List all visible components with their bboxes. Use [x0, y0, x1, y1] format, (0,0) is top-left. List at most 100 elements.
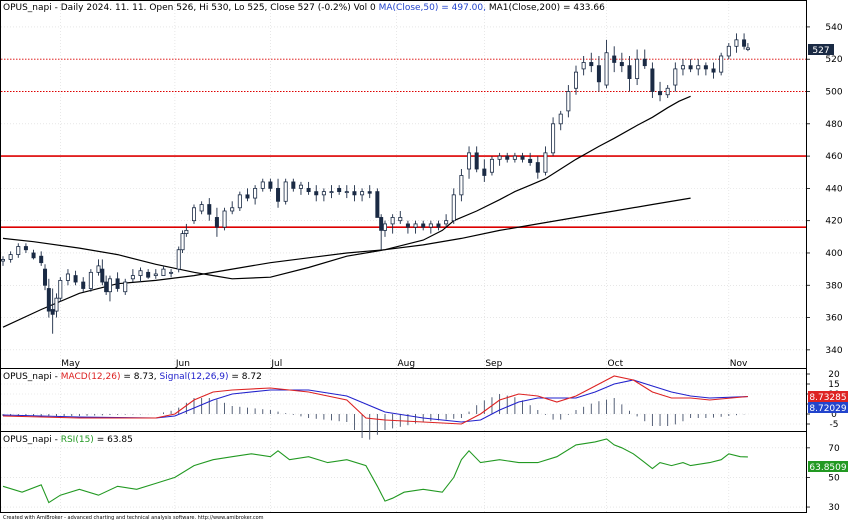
ma50-label: MA(Close,50) = 497.00, — [379, 3, 486, 13]
candle-body — [696, 65, 701, 70]
rsi-panel — [0, 431, 807, 513]
macd-badge: 8.73285 — [808, 391, 848, 403]
candle-body — [444, 220, 449, 225]
candle-body — [379, 217, 384, 231]
signal-value: = 8.72 — [229, 372, 262, 382]
price-header-prefix: OPUS_napi - Daily 2024. 11. 11. Open 526… — [3, 3, 379, 13]
support-resistance-lines — [1, 58, 806, 228]
candle-body — [100, 268, 105, 283]
candle-body — [321, 191, 326, 196]
candle-body — [115, 278, 120, 289]
candle-body — [551, 123, 556, 154]
candle-body — [680, 65, 685, 70]
candle-body — [352, 191, 357, 196]
price-panel — [0, 0, 807, 369]
candle-body — [596, 65, 601, 83]
price-ytick-label: 460 — [825, 152, 842, 162]
macd-ytick-label: 0 — [831, 410, 837, 420]
candle-body — [81, 281, 86, 289]
candle-body — [650, 68, 655, 92]
signal-line — [2, 379, 748, 423]
candle-body — [73, 275, 78, 283]
candle-body — [191, 207, 196, 222]
rsi-ytick-label: 30 — [828, 503, 840, 513]
candle-body — [298, 184, 303, 189]
candle-body — [635, 58, 640, 79]
candle-body — [96, 265, 101, 273]
price-ytick-label: 520 — [825, 55, 842, 65]
price-header: OPUS_napi - Daily 2024. 11. 11. Open 526… — [3, 3, 605, 13]
candle-body — [50, 309, 55, 315]
macd-label: MACD(12,26) — [61, 372, 121, 382]
rsi-line — [2, 438, 748, 504]
candlestick-series — [0, 33, 750, 334]
candle-body — [421, 223, 426, 228]
candle-body — [459, 175, 464, 196]
signal-badge: 8.72029 — [808, 402, 848, 414]
candle-body — [451, 194, 456, 222]
month-label: Jul — [270, 359, 282, 369]
candle-body — [237, 194, 242, 209]
candle-body — [8, 254, 13, 260]
price-ytick-label: 500 — [825, 88, 842, 98]
candle-body — [604, 52, 609, 86]
candle-body — [520, 155, 525, 160]
month-label: Jun — [175, 359, 190, 369]
price-ytick-label: 340 — [825, 346, 842, 356]
candle-body — [329, 191, 334, 194]
candle-body — [642, 58, 647, 67]
candle-body — [58, 280, 63, 299]
rsi-label: RSI(15) — [61, 435, 94, 445]
candle-body — [535, 162, 540, 173]
rsi-series — [2, 438, 748, 504]
candle-body — [742, 39, 747, 47]
candle-body — [528, 158, 533, 163]
candle-body — [43, 268, 48, 286]
candle-body — [23, 246, 28, 251]
candle-body — [474, 152, 479, 170]
price-ytick-label: 360 — [825, 314, 842, 324]
macd-header-prefix: OPUS_napi - — [3, 372, 61, 382]
candle-body — [398, 217, 403, 222]
candle-body — [230, 207, 235, 212]
month-label: Sep — [485, 359, 502, 369]
candle-body — [161, 268, 166, 276]
candle-body — [665, 87, 670, 96]
macd-ytick-label: -5 — [830, 420, 839, 430]
candle-body — [745, 47, 750, 50]
candle-body — [153, 273, 158, 276]
candle-body — [222, 210, 227, 228]
macd-badge-text: 8.73285 — [809, 393, 846, 403]
price-badge: 527 — [808, 44, 834, 56]
candle-body — [180, 233, 185, 251]
signal-badge-text: 8.72029 — [809, 404, 846, 414]
candle-body — [436, 223, 441, 228]
candle-body — [612, 55, 617, 63]
macd-ytick-label: 15 — [828, 380, 839, 390]
candle-body — [543, 152, 548, 173]
candle-body — [512, 155, 517, 160]
candle-body — [314, 191, 319, 196]
rsi-value: = 63.85 — [94, 435, 133, 445]
candle-body — [726, 45, 731, 57]
candle-body — [497, 155, 502, 160]
candle-body — [138, 270, 143, 276]
macd-ytick-label: 20 — [828, 370, 840, 380]
candle-body — [360, 191, 365, 196]
footer-credit: Created with AmiBroker - advanced charti… — [3, 515, 264, 521]
candle-body — [253, 187, 258, 199]
candle-body — [214, 217, 219, 228]
month-label: Oct — [608, 359, 624, 369]
candle-body — [268, 181, 273, 189]
ma200-label: MA1(Close,200) = 433.66 — [486, 3, 605, 13]
candle-body — [283, 181, 288, 202]
price-ytick-label: 540 — [825, 23, 842, 33]
candle-body — [169, 271, 174, 274]
candle-body — [123, 281, 128, 293]
month-label: May — [61, 359, 80, 369]
candle-body — [382, 223, 387, 231]
price-ytick-label: 400 — [825, 249, 842, 259]
candle-body — [581, 62, 586, 70]
grid-lines — [1, 1, 806, 512]
